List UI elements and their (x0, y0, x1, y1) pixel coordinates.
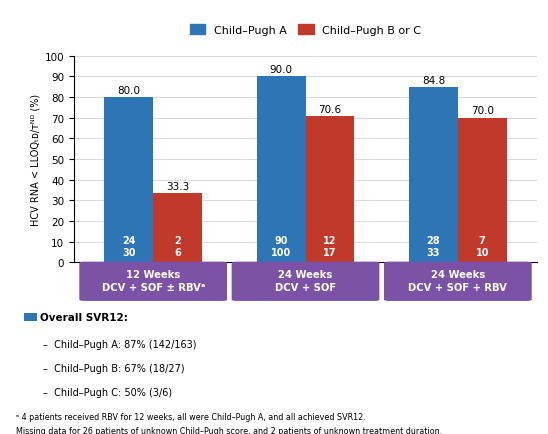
Bar (409, 88, 458, 263)
Text: 12
17: 12 17 (323, 235, 336, 257)
Bar (257, 77, 306, 263)
Text: ᵃ 4 patients received RBV for 12 weeks, all were Child–Pugh A, and all achieved : ᵃ 4 patients received RBV for 12 weeks, … (16, 412, 366, 421)
Legend: Child–Pugh A, Child–Pugh B or C: Child–Pugh A, Child–Pugh B or C (190, 25, 421, 36)
Text: Overall SVR12:: Overall SVR12: (41, 312, 128, 322)
Text: 70.6: 70.6 (318, 105, 341, 115)
Text: 24
30: 24 30 (122, 235, 135, 257)
Y-axis label: HCV RNA < LLOQₜᴅ/ᴛᴺᴰ (%): HCV RNA < LLOQₜᴅ/ᴛᴺᴰ (%) (31, 94, 41, 225)
Text: –  Child–Pugh B: 67% (18/27): – Child–Pugh B: 67% (18/27) (43, 363, 185, 373)
Text: 84.8: 84.8 (422, 76, 445, 85)
Bar (306, 117, 354, 263)
FancyBboxPatch shape (232, 262, 379, 301)
FancyBboxPatch shape (384, 262, 532, 301)
Text: Missing data for 26 patients of unknown Child–Pugh score, and 2 patients of unkn: Missing data for 26 patients of unknown … (16, 426, 442, 434)
Text: 2
6: 2 6 (174, 235, 181, 257)
Bar (153, 194, 202, 263)
Bar (458, 118, 506, 263)
Text: 24 Weeks
DCV + SOF: 24 Weeks DCV + SOF (275, 270, 336, 292)
Text: 33.3: 33.3 (166, 182, 189, 192)
Text: 90.0: 90.0 (270, 65, 293, 75)
Text: –  Child–Pugh C: 50% (3/6): – Child–Pugh C: 50% (3/6) (43, 387, 172, 397)
Text: 7
10: 7 10 (476, 235, 489, 257)
Bar (105, 98, 153, 263)
Text: 12 Weeks
DCV + SOF ± RBVᵃ: 12 Weeks DCV + SOF ± RBVᵃ (101, 270, 205, 292)
Text: 70.0: 70.0 (471, 106, 494, 116)
Text: SVR12 by Baseline Child–Pugh Score: SVR12 by Baseline Child–Pugh Score (89, 18, 459, 36)
Text: –  Child–Pugh A: 87% (142/163): – Child–Pugh A: 87% (142/163) (43, 339, 196, 349)
Text: 90
100: 90 100 (271, 235, 292, 257)
FancyBboxPatch shape (79, 262, 227, 301)
Bar (24, 313, 37, 321)
Text: 24 Weeks
DCV + SOF + RBV: 24 Weeks DCV + SOF + RBV (408, 270, 507, 292)
Text: 28
33: 28 33 (427, 235, 440, 257)
Text: 80.0: 80.0 (117, 85, 140, 95)
